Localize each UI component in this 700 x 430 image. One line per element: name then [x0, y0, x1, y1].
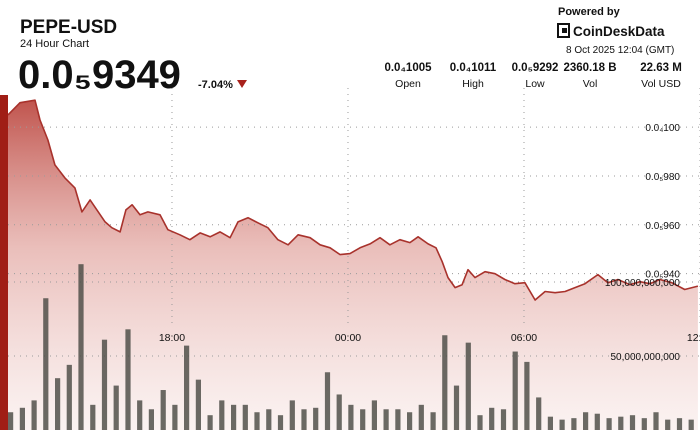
- brand-logo: [557, 23, 570, 38]
- volume-bar: [207, 415, 213, 430]
- volume-bar: [395, 409, 401, 430]
- y2-tick-label: 50,000,000,000: [610, 352, 680, 363]
- volume-bar: [172, 404, 178, 430]
- y-tick-label: 0.0₅980: [645, 172, 680, 183]
- volume-bar: [254, 412, 260, 430]
- volume-bar: [371, 400, 377, 430]
- volume-bar: [383, 409, 389, 430]
- stat-value: 22.63 M: [640, 62, 682, 74]
- stat-value: 0.0₅9292: [512, 62, 559, 74]
- volume-bar: [301, 409, 307, 430]
- stat-value: 0.0₄1005: [384, 62, 432, 74]
- volume-bar: [55, 378, 61, 430]
- volume-bar: [500, 409, 507, 430]
- volume-bar: [231, 404, 237, 430]
- stat-label: Low: [525, 78, 545, 90]
- volume-bar: [195, 379, 201, 430]
- volume-bar: [184, 345, 190, 430]
- stat-value: 2360.18 B: [563, 62, 616, 74]
- current-price: 0.0₅9349: [18, 53, 181, 97]
- volume-bar: [19, 407, 25, 430]
- volume-bar: [137, 400, 143, 430]
- x-tick-label: 06:00: [511, 332, 537, 344]
- volume-bar: [407, 412, 413, 430]
- y-tick-label: 0.0₄100: [645, 123, 680, 134]
- volume-bar: [242, 404, 248, 430]
- volume-bar: [571, 418, 577, 430]
- volume-bar: [489, 407, 495, 430]
- y2-tick-label: 100,000,000,000: [605, 278, 681, 289]
- volume-bar: [547, 416, 553, 430]
- stat-label: Vol USD: [641, 78, 681, 90]
- y-tick-label: 0.0₅960: [645, 221, 680, 232]
- volume-bar: [512, 351, 518, 430]
- stat-label: High: [462, 78, 484, 90]
- stat-label: Vol: [583, 78, 598, 90]
- volume-bar: [313, 407, 319, 430]
- volume-bar: [219, 400, 225, 430]
- price-area: [8, 100, 698, 430]
- volume-bar: [676, 418, 683, 430]
- volume-bar: [594, 413, 600, 430]
- chart-title: PEPE-USD: [20, 17, 117, 38]
- volume-bar: [324, 372, 331, 430]
- volume-bar: [688, 419, 694, 430]
- volume-bar: [277, 415, 284, 430]
- volume-bar: [31, 400, 37, 430]
- volume-bar: [477, 415, 483, 430]
- brand: CoinDeskData: [573, 24, 665, 39]
- chart-subtitle: 24 Hour Chart: [20, 38, 89, 50]
- volume-bar: [66, 364, 72, 430]
- volume-bar: [113, 385, 119, 430]
- volume-bar: [125, 329, 131, 430]
- volume-bar: [653, 412, 659, 430]
- volume-bar: [90, 404, 96, 430]
- volume-bar: [348, 404, 354, 430]
- stats: 0.0₄1005 Open 0.0₄1011 High 0.0₅9292 Low 2360.…: [384, 62, 681, 90]
- volume-bar: [418, 404, 424, 430]
- price-change: -7.04%: [198, 79, 233, 91]
- volume-bar: [360, 409, 366, 430]
- x-tick-label: 18:00: [159, 332, 185, 344]
- attribution: Powered by: [558, 6, 621, 18]
- x-tick-label: 12:00: [687, 332, 700, 344]
- timestamp: 8 Oct 2025 12:04 (GMT): [566, 45, 674, 56]
- plot-area: 0.0₄100 0.0₅980 0.0₅960 0.0₅940 50,000,000,0…: [8, 88, 700, 430]
- volume-bar: [148, 409, 154, 430]
- volume-bar: [430, 412, 436, 430]
- volume-bar: [618, 416, 624, 430]
- volume-bar: [43, 298, 49, 430]
- down-arrow: [237, 80, 247, 88]
- volume-bar: [629, 415, 636, 430]
- volume-bar: [8, 412, 14, 430]
- volume-bar: [101, 339, 108, 430]
- volume-bar: [606, 418, 612, 430]
- volume-bar: [78, 264, 84, 430]
- volume-bar: [336, 394, 342, 430]
- x-tick-label: 00:00: [335, 332, 361, 344]
- volume-bar: [559, 419, 565, 430]
- volume-bar: [583, 412, 589, 430]
- volume-bar: [453, 385, 460, 430]
- volume-bar: [266, 409, 272, 430]
- volume-bar: [641, 418, 647, 430]
- volume-bar: [536, 397, 542, 430]
- volume-bar: [289, 400, 295, 430]
- stat-label: Open: [395, 78, 421, 90]
- volume-bar: [524, 361, 530, 430]
- stat-value: 0.0₄1011: [450, 62, 497, 74]
- volume-bar: [442, 335, 448, 430]
- price-line: [8, 99, 699, 301]
- grid: [8, 88, 700, 357]
- volume-bar: [160, 390, 166, 430]
- volume-bar: [665, 419, 671, 430]
- volume-bar: [465, 342, 471, 430]
- y-tick-label: 0.0₅940: [645, 270, 680, 281]
- left-accent: [0, 95, 8, 430]
